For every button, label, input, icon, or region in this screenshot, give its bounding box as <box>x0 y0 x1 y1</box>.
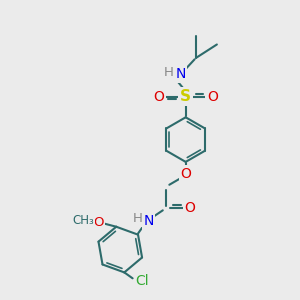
Text: CH₃: CH₃ <box>72 214 94 227</box>
Text: N: N <box>176 67 186 81</box>
Text: O: O <box>93 216 104 229</box>
Text: H: H <box>132 212 142 226</box>
Text: O: O <box>207 89 218 103</box>
Text: H: H <box>164 66 174 79</box>
Text: O: O <box>180 167 191 181</box>
Text: O: O <box>185 201 196 215</box>
Text: O: O <box>154 89 164 103</box>
Text: S: S <box>180 89 191 104</box>
Text: Cl: Cl <box>135 274 149 288</box>
Text: N: N <box>143 214 154 228</box>
